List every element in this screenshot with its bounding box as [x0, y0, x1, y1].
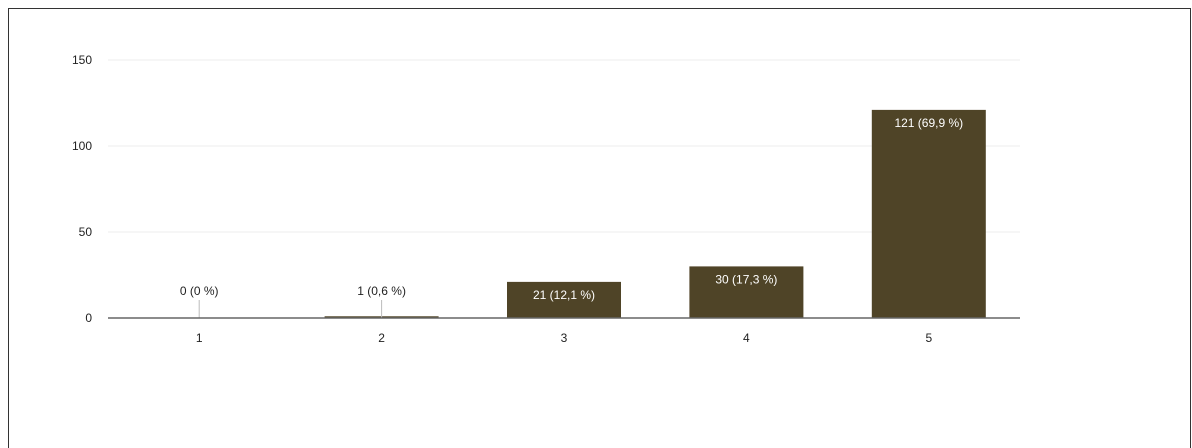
- y-tick-label: 150: [72, 53, 92, 67]
- bar-chart: 0 50 100 150 1 2 3 4 5 0 (0 %) 1 (0,6 %) 21 (12,1…: [72, 53, 1020, 345]
- x-tick-label: 4: [743, 331, 750, 345]
- bars-group: [324, 109, 986, 318]
- x-tick-label: 5: [925, 331, 932, 345]
- bar: [689, 266, 804, 318]
- bar: [507, 281, 621, 318]
- y-tick-label: 100: [72, 139, 92, 153]
- data-label: 0 (0 %): [180, 284, 219, 298]
- data-label: 30 (17,3 %): [715, 272, 777, 286]
- y-axis-ticks: 0 50 100 150: [72, 53, 92, 325]
- bar: [871, 109, 986, 318]
- data-label: 21 (12,1 %): [533, 288, 595, 302]
- y-tick-label: 50: [79, 225, 93, 239]
- x-tick-label: 1: [196, 331, 203, 345]
- x-axis-ticks: 1 2 3 4 5: [196, 331, 933, 345]
- data-label: 1 (0,6 %): [357, 284, 406, 298]
- data-label: 121 (69,9 %): [894, 116, 963, 130]
- chart-frame: [8, 8, 1191, 448]
- x-tick-label: 2: [378, 331, 385, 345]
- y-tick-label: 0: [85, 311, 92, 325]
- x-tick-label: 3: [561, 331, 568, 345]
- data-labels: 0 (0 %) 1 (0,6 %) 21 (12,1 %) 30 (17,3 %) 12…: [180, 116, 963, 318]
- gridlines: [108, 59, 1020, 233]
